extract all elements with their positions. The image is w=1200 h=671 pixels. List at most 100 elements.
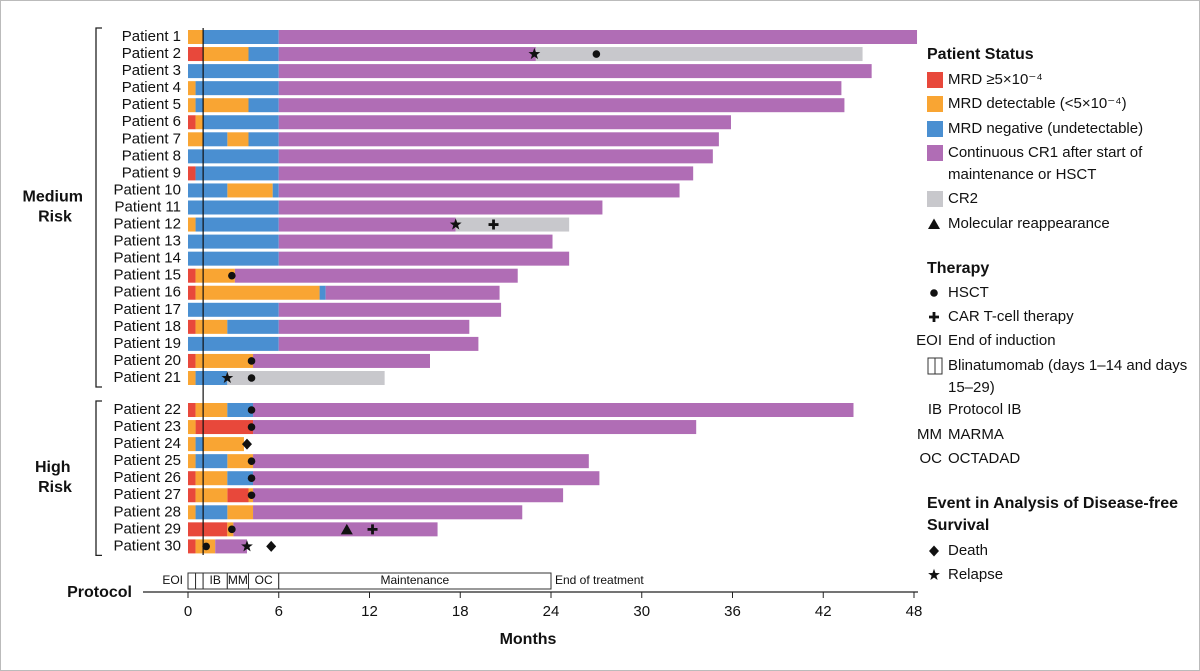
- legend-label: MRD ≥5×10⁻⁴: [948, 71, 1043, 88]
- legend-label: Molecular reappearance: [948, 215, 1110, 232]
- protocol-phase: [278, 572, 552, 590]
- category-label: Patient 21: [113, 369, 181, 386]
- status-segment: [278, 98, 845, 113]
- status-segment: [195, 403, 228, 417]
- status-segment: [188, 234, 279, 249]
- status-segment: [203, 437, 244, 452]
- category-label: Patient 23: [113, 418, 181, 435]
- status-segment: [325, 285, 500, 300]
- status-segment: [278, 81, 842, 96]
- status-segment: [188, 471, 196, 486]
- status-segment: [195, 471, 228, 486]
- category-label: Patient 2: [122, 45, 181, 62]
- x-tick-label: 30: [633, 603, 650, 620]
- marker: [228, 271, 236, 280]
- x-tick-label: 12: [361, 603, 378, 620]
- marker: [340, 523, 353, 535]
- status-segment: [188, 115, 196, 130]
- status-segment: [195, 115, 204, 130]
- category-label: Patient 4: [122, 79, 181, 96]
- marker: [228, 525, 236, 534]
- status-segment: [278, 217, 456, 232]
- status-segment: [272, 183, 279, 198]
- legend-swatch: [927, 72, 943, 88]
- status-segment: [188, 200, 279, 215]
- legend-abbr: IB: [928, 401, 942, 418]
- x-tick-label: 24: [543, 603, 560, 620]
- x-tick-label: 6: [275, 603, 283, 620]
- group-bracket: [95, 27, 102, 388]
- status-segment: [278, 183, 680, 198]
- protocol-phase-label: Maintenance: [381, 573, 450, 587]
- status-segment: [203, 98, 249, 113]
- legend-label: MARMA: [948, 426, 1004, 443]
- category-label: Patient 30: [113, 537, 181, 554]
- legend-icon: [934, 357, 943, 375]
- legend-symbol: [928, 568, 940, 581]
- status-segment: [278, 200, 603, 215]
- legend-swatch: [927, 121, 943, 137]
- status-segment: [188, 285, 196, 300]
- legend-symbol: [928, 218, 940, 229]
- protocol-phase-label: OC: [255, 573, 273, 587]
- legend-label: Relapse: [948, 566, 1003, 583]
- status-segment: [278, 336, 479, 351]
- status-segment: [278, 251, 570, 266]
- status-segment: [278, 166, 694, 181]
- x-tick-label: 36: [724, 603, 741, 620]
- protocol-phase-label: MM: [228, 573, 248, 587]
- status-segment: [278, 30, 918, 44]
- status-segment: [195, 217, 279, 232]
- status-segment: [227, 454, 254, 469]
- category-label: Patient 12: [113, 216, 181, 233]
- protocol-eoi: EOI: [162, 573, 183, 587]
- status-segment: [188, 505, 196, 520]
- status-segment: [227, 471, 254, 486]
- legend-abbr: EOI: [916, 332, 942, 349]
- marker: [247, 474, 256, 483]
- status-segment: [188, 437, 196, 452]
- status-segment: [227, 371, 385, 385]
- category-label: Patient 22: [113, 401, 181, 418]
- legend-title: Event in Analysis of Disease-free Surviv…: [927, 495, 1183, 534]
- group-label: High Risk: [35, 459, 75, 496]
- category-label: Patient 18: [113, 318, 181, 335]
- marker: [247, 374, 256, 382]
- x-tick-label: 0: [184, 603, 192, 620]
- marker: [266, 540, 277, 552]
- status-segment: [233, 522, 438, 537]
- status-segment: [188, 403, 196, 417]
- legend-icon: [927, 357, 936, 375]
- status-segment: [188, 47, 204, 62]
- status-segment: [188, 81, 196, 96]
- status-segment: [278, 302, 502, 317]
- category-label: Patient 29: [113, 520, 181, 537]
- status-segment: [195, 371, 228, 385]
- status-segment: [188, 420, 196, 435]
- marker: [449, 218, 462, 230]
- legend-abbr: OC: [920, 450, 943, 467]
- legend-label: CR2: [948, 190, 978, 207]
- marker: [528, 47, 541, 60]
- status-segment: [253, 420, 697, 435]
- status-segment: [253, 505, 523, 520]
- legend-swatch: [927, 191, 943, 207]
- status-segment: [188, 98, 196, 113]
- legend-swatch: [927, 96, 943, 112]
- category-label: Patient 7: [122, 130, 181, 147]
- marker: [247, 423, 256, 431]
- status-segment: [188, 149, 279, 164]
- legend-label: Protocol IB: [948, 401, 1021, 418]
- status-segment: [188, 539, 196, 554]
- protocol-phase: [195, 572, 204, 590]
- status-segment: [195, 319, 228, 334]
- category-label: Patient 1: [122, 28, 181, 45]
- category-label: Patient 15: [113, 267, 181, 284]
- status-segment: [195, 454, 228, 469]
- group-bracket: [95, 400, 102, 557]
- status-segment: [203, 132, 228, 147]
- marker: [247, 457, 256, 465]
- status-segment: [195, 166, 279, 181]
- legend-label: Blinatumomab (days 1–14 and days 15–29): [948, 357, 1191, 396]
